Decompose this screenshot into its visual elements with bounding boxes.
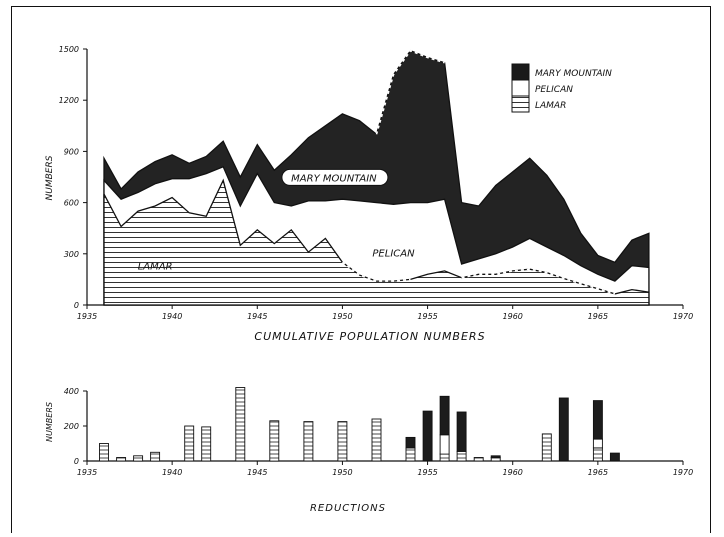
top-x-tick-label: 1935: [77, 312, 97, 321]
top-x-tick-label: 1955: [417, 312, 437, 321]
annotation-bubble-mary-mountain: [281, 168, 389, 186]
bottom-chart: 0 200 400 1935 1940 1945 1950 1955 1960 1965 1970…: [45, 387, 693, 514]
top-y-axis-label: NUMBERS: [45, 155, 55, 200]
bottom-y-tick-label: 0: [74, 457, 79, 466]
top-y-tick-label: 1200: [59, 96, 79, 105]
top-x-tick-label: 1970: [673, 312, 693, 321]
bottom-x-tick-label: 1935: [77, 468, 97, 477]
dashed-segment-mary-mountain: [375, 49, 445, 135]
top-y-ticks: 0 300 600 900 1200 1500: [59, 45, 87, 310]
bar-pelican-1956: [439, 434, 450, 455]
top-x-ticks: 1935 1940 1945 1950 1955 1960 1965 1970: [77, 305, 693, 321]
top-x-tick-label: 1960: [503, 312, 523, 321]
bar-mary-mountain-1955: [422, 410, 433, 462]
bottom-x-ticks: 1935 1940 1945 1950 1955 1960 1965 1970: [77, 461, 693, 477]
bar-pelican-1965: [592, 438, 603, 449]
bottom-x-tick-label: 1960: [503, 468, 523, 477]
bar-lamar-1965: [592, 447, 603, 462]
top-y-tick-label: 300: [64, 250, 79, 259]
bar-lamar-1938: [133, 455, 144, 462]
annotation-pelican: PELICAN: [372, 249, 415, 260]
figure-frame: [11, 6, 711, 533]
bottom-y-ticks: 0 200 400: [64, 387, 87, 466]
bar-lamar-1958: [473, 457, 484, 462]
bar-lamar-1957: [456, 450, 467, 462]
bar-mary-mountain-1966: [609, 452, 620, 462]
dashed-segment-lamar-a: [341, 261, 411, 282]
bottom-x-tick-label: 1965: [588, 468, 608, 477]
bar-lamar-1941: [184, 425, 195, 462]
legend-label-pelican: PELICAN: [535, 85, 573, 95]
bar-lamar-1950: [337, 421, 348, 462]
annotation-mary-mountain: MARY MOUNTAIN: [291, 173, 377, 184]
bar-lamar-1946: [269, 420, 280, 462]
bar-lamar-1952: [371, 418, 382, 462]
top-x-tick-label: 1945: [247, 312, 267, 321]
bar-lamar-1942: [201, 426, 212, 462]
bottom-y-tick-label: 200: [64, 422, 79, 431]
top-y-tick-label: 900: [64, 147, 79, 156]
bar-mary-mountain-1965: [592, 400, 603, 440]
bar-mary-mountain-1963: [558, 397, 569, 462]
bar-lamar-1948: [303, 421, 314, 462]
top-annotations: MARY MOUNTAIN PELICAN LAMAR: [138, 168, 415, 272]
top-y-tick-label: 600: [64, 199, 79, 208]
bar-mary-mountain-1957: [456, 411, 467, 452]
bottom-x-tick-label: 1940: [162, 468, 182, 477]
top-x-tick-label: 1940: [162, 312, 182, 321]
bottom-x-tick-label: 1950: [332, 468, 352, 477]
bar-lamar-1937: [116, 457, 127, 462]
bottom-x-axis-label: REDUCTIONS: [310, 503, 386, 514]
legend-label-lamar: LAMAR: [535, 101, 566, 111]
bottom-x-tick-label: 1970: [673, 468, 693, 477]
bar-lamar-1954: [405, 447, 416, 462]
legend-swatch-lamar: [511, 95, 530, 113]
legend-swatch-mary-mountain: [511, 63, 530, 81]
top-x-tick-label: 1965: [588, 312, 608, 321]
bottom-bars: [99, 387, 620, 462]
bottom-x-tick-label: 1945: [247, 468, 267, 477]
dashed-segment-lamar-b: [461, 268, 616, 295]
bottom-y-tick-label: 400: [64, 387, 79, 396]
top-x-axis-label: CUMULATIVE POPULATION NUMBERS: [254, 330, 485, 343]
bar-lamar-1939: [150, 451, 161, 462]
legend-swatch-pelican: [511, 79, 530, 97]
bar-lamar-1962: [541, 433, 552, 462]
area-lamar: [103, 178, 650, 306]
bar-mary-mountain-1956: [439, 395, 450, 436]
bar-mary-mountain-1959: [490, 455, 501, 459]
top-x-tick-label: 1950: [332, 312, 352, 321]
bar-lamar-1936: [99, 443, 109, 462]
top-y-tick-label: 0: [74, 301, 79, 310]
bar-lamar-1956: [439, 453, 450, 462]
bottom-x-tick-label: 1955: [417, 468, 437, 477]
bottom-y-axis-label: NUMBERS: [45, 402, 54, 442]
bar-lamar-1944: [235, 387, 246, 462]
bar-mary-mountain-1954: [405, 436, 416, 449]
annotation-lamar: LAMAR: [138, 261, 173, 272]
top-y-tick-label: 1500: [59, 45, 79, 54]
legend: MARY MOUNTAIN PELICAN LAMAR: [511, 63, 612, 113]
legend-label-mary-mountain: MARY MOUNTAIN: [535, 69, 612, 79]
